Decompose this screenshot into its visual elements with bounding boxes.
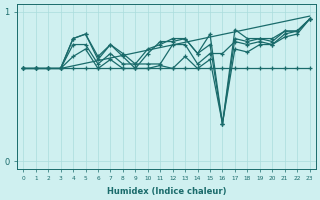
X-axis label: Humidex (Indice chaleur): Humidex (Indice chaleur): [107, 187, 226, 196]
